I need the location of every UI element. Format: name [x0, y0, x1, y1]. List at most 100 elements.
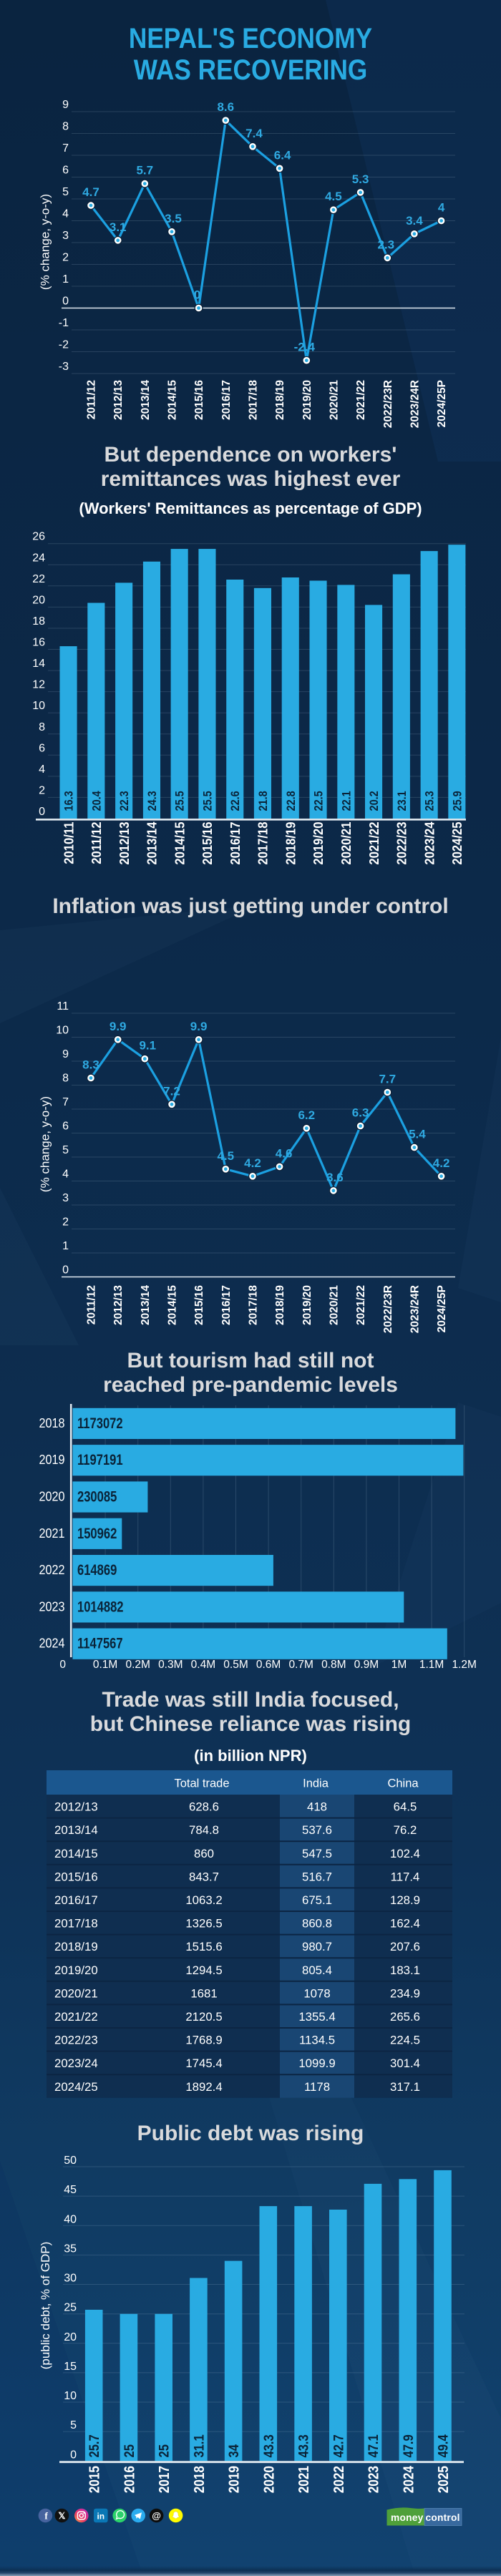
svg-text:5.7: 5.7 [136, 164, 153, 177]
svg-text:2: 2 [62, 252, 69, 264]
svg-text:2024/25: 2024/25 [449, 821, 464, 864]
svg-text:2019: 2019 [226, 2466, 243, 2493]
svg-text:537.6: 537.6 [302, 1823, 332, 1837]
svg-text:418: 418 [307, 1800, 327, 1814]
svg-text:4.2: 4.2 [433, 1156, 450, 1170]
svg-text:980.7: 980.7 [302, 1940, 332, 1953]
svg-text:2023/24R: 2023/24R [409, 1285, 421, 1333]
svg-text:2015/16: 2015/16 [193, 380, 205, 420]
svg-text:25: 25 [122, 2444, 137, 2457]
svg-text:2023: 2023 [39, 1599, 65, 1614]
svg-text:26: 26 [32, 531, 45, 543]
svg-text:1173072: 1173072 [77, 1415, 123, 1432]
svg-text:14: 14 [32, 658, 45, 670]
svg-text:(% change, y-o-y): (% change, y-o-y) [39, 1096, 52, 1192]
svg-text:1147567: 1147567 [77, 1636, 123, 1652]
svg-text:25: 25 [157, 2444, 172, 2457]
svg-text:47.9: 47.9 [401, 2434, 416, 2457]
svg-text:5: 5 [62, 186, 69, 198]
svg-text:2017/18: 2017/18 [256, 821, 271, 864]
svg-text:2012/13: 2012/13 [112, 380, 125, 420]
svg-text:20: 20 [64, 2331, 77, 2343]
svg-text:1099.9: 1099.9 [298, 2057, 335, 2070]
svg-text:7.4: 7.4 [245, 127, 263, 140]
svg-text:2024: 2024 [39, 1636, 65, 1651]
svg-text:6.2: 6.2 [298, 1108, 315, 1122]
svg-text:860: 860 [194, 1847, 214, 1860]
svg-text:1294.5: 1294.5 [185, 1963, 222, 1977]
svg-text:224.5: 224.5 [390, 2034, 420, 2047]
svg-text:24: 24 [32, 552, 45, 564]
svg-text:0.5M: 0.5M [223, 1659, 248, 1671]
svg-text:1515.6: 1515.6 [185, 1940, 222, 1953]
svg-text:2020/21: 2020/21 [339, 821, 354, 864]
svg-text:control: control [426, 2512, 460, 2523]
svg-text:18: 18 [32, 615, 45, 628]
svg-text:2021/22: 2021/22 [355, 1285, 367, 1325]
svg-text:2015/16: 2015/16 [193, 1285, 205, 1325]
svg-text:6.4: 6.4 [274, 148, 291, 162]
svg-text:2013/14: 2013/14 [140, 380, 152, 420]
svg-text:8.3: 8.3 [82, 1058, 99, 1072]
svg-text:2017/18: 2017/18 [54, 1917, 98, 1931]
svg-text:16: 16 [32, 637, 45, 649]
svg-text:2011/12: 2011/12 [86, 1285, 98, 1324]
svg-text:2015/16: 2015/16 [54, 1870, 98, 1883]
svg-text:0.6M: 0.6M [256, 1659, 281, 1671]
svg-text:1: 1 [62, 1240, 69, 1252]
svg-text:1: 1 [62, 273, 69, 286]
svg-text:2018/19: 2018/19 [54, 1940, 98, 1953]
svg-text:547.5: 547.5 [302, 1847, 332, 1860]
svg-text:4: 4 [438, 201, 445, 215]
svg-text:2012/13: 2012/13 [112, 1285, 125, 1325]
svg-text:34: 34 [226, 2444, 241, 2457]
svg-text:50: 50 [64, 2155, 77, 2167]
svg-text:2015/16: 2015/16 [200, 821, 215, 864]
svg-text:2021/22: 2021/22 [54, 2010, 98, 2024]
svg-text:675.1: 675.1 [302, 1893, 332, 1907]
svg-text:0.2M: 0.2M [125, 1659, 150, 1671]
svg-text:162.4: 162.4 [390, 1917, 420, 1931]
svg-text:2020/21: 2020/21 [328, 1285, 340, 1325]
svg-text:2012/13: 2012/13 [54, 1800, 98, 1814]
svg-text:7.7: 7.7 [379, 1073, 396, 1086]
svg-text:2022: 2022 [331, 2466, 347, 2493]
svg-text:2021/22: 2021/22 [366, 821, 381, 864]
svg-text:47.1: 47.1 [366, 2434, 381, 2457]
svg-text:1.2M: 1.2M [452, 1659, 476, 1671]
svg-text:(public debt, % of GDP): (public debt, % of GDP) [39, 2242, 52, 2370]
svg-text:2020/21: 2020/21 [328, 380, 340, 420]
svg-text:10: 10 [64, 2390, 77, 2402]
svg-text:2022/23R: 2022/23R [382, 1285, 394, 1333]
svg-text:1M: 1M [391, 1659, 407, 1671]
svg-text:2018: 2018 [39, 1415, 65, 1430]
svg-text:805.4: 805.4 [302, 1963, 332, 1977]
svg-text:843.7: 843.7 [189, 1870, 219, 1883]
svg-text:0.7M: 0.7M [288, 1659, 313, 1671]
svg-text:2021/22: 2021/22 [355, 380, 367, 420]
svg-text:0: 0 [59, 1659, 66, 1671]
svg-text:234.9: 234.9 [390, 1986, 420, 2000]
svg-text:6: 6 [39, 742, 45, 754]
svg-text:207.6: 207.6 [390, 1940, 420, 1953]
svg-text:1681: 1681 [190, 1986, 217, 2000]
svg-text:9.1: 9.1 [139, 1039, 156, 1053]
svg-text:2018/19: 2018/19 [274, 380, 286, 420]
svg-text:22.5: 22.5 [313, 791, 326, 811]
svg-text:2014/15: 2014/15 [172, 821, 188, 864]
svg-text:5: 5 [62, 1144, 69, 1156]
svg-text:China: China [387, 1777, 419, 1790]
svg-text:22.1: 22.1 [340, 791, 353, 811]
svg-text:2: 2 [39, 784, 45, 796]
svg-text:2018/19: 2018/19 [274, 1285, 286, 1325]
svg-text:money: money [391, 2512, 424, 2523]
svg-text:2011/12: 2011/12 [89, 821, 104, 864]
svg-text:2014/15: 2014/15 [167, 1285, 179, 1325]
svg-text:3.1: 3.1 [110, 220, 127, 234]
svg-text:2.3: 2.3 [377, 238, 394, 251]
svg-text:2020/21: 2020/21 [54, 1986, 98, 2000]
svg-text:8.6: 8.6 [217, 100, 234, 114]
svg-text:40: 40 [64, 2213, 77, 2225]
svg-text:2024/25: 2024/25 [54, 2080, 98, 2094]
svg-text:628.6: 628.6 [189, 1800, 219, 1814]
